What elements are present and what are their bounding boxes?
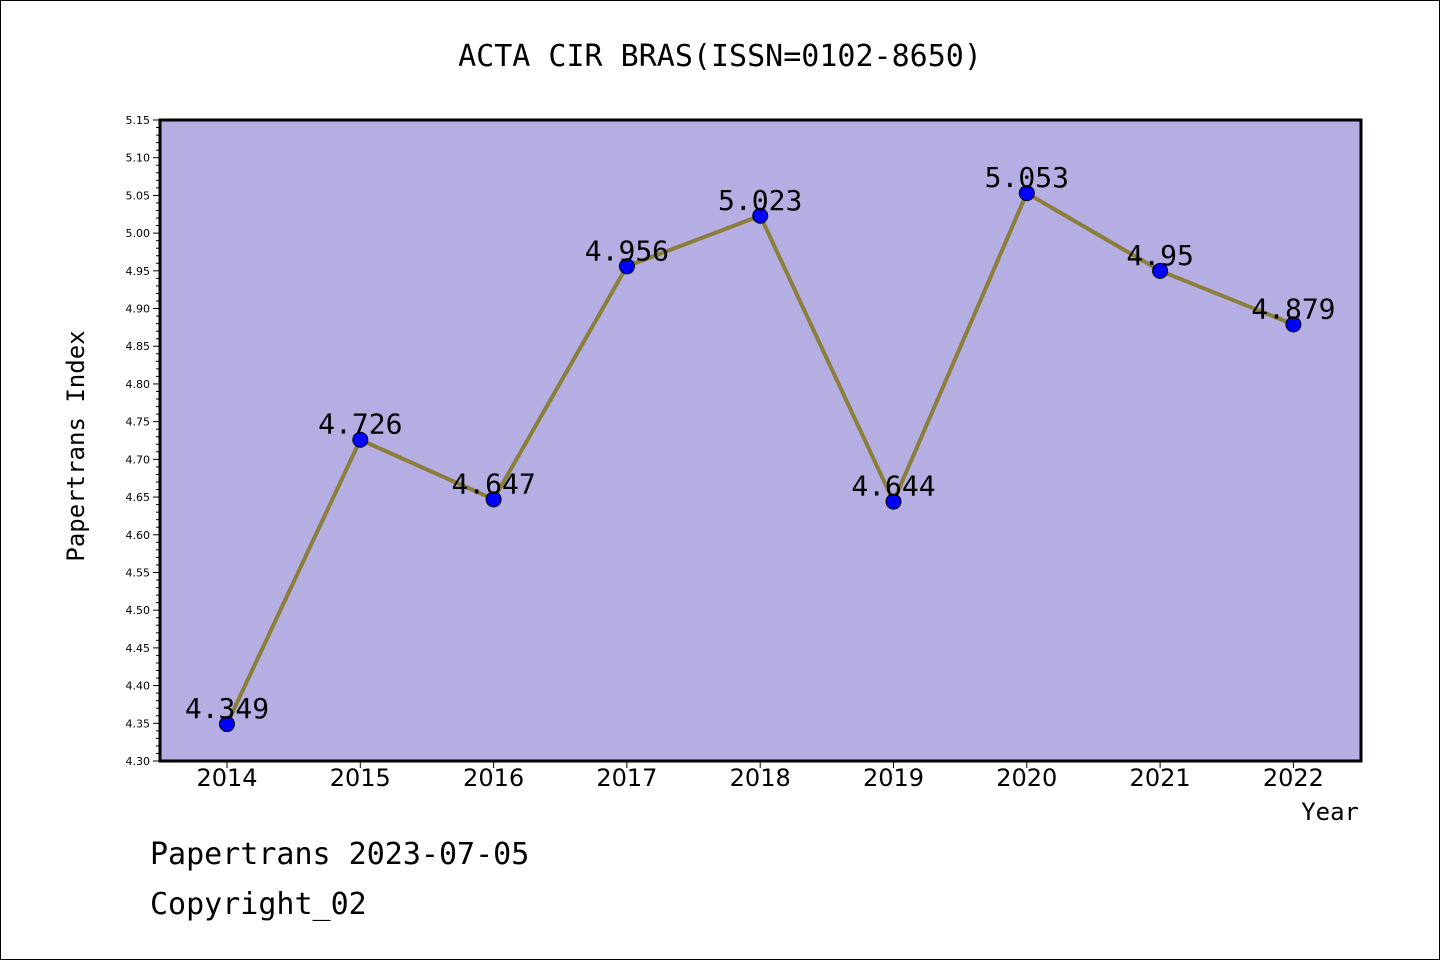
data-point	[219, 716, 235, 733]
y-tick-label: 4.60	[126, 529, 151, 542]
y-tick-label: 5.10	[126, 152, 151, 165]
data-point	[1285, 316, 1302, 333]
chart-title: ACTA CIR BRAS(ISSN=0102-8650)	[458, 39, 982, 74]
y-tick-label: 4.50	[126, 604, 151, 617]
x-tick-label: 2016	[463, 764, 524, 792]
y-axis-ticks: 4.30 4.35 4.40 4.45 4.50 4.55 4.60 4.65 4.70 4.75…	[126, 114, 160, 768]
x-tick-label: 2018	[730, 764, 791, 792]
x-tick-label: 2021	[1130, 764, 1191, 792]
data-label: 4.95	[1126, 239, 1193, 272]
data-label: 4.349	[185, 692, 269, 725]
data-labels: 4.349 4.726 4.647 4.956 5.023 4.644 5.053 4.95 4…	[185, 161, 1336, 725]
data-label: 4.726	[318, 408, 402, 441]
x-axis-label: Year	[1301, 798, 1359, 826]
x-tick-label: 2015	[330, 764, 391, 792]
y-tick-label: 4.45	[126, 642, 151, 655]
y-tick-label: 4.55	[126, 566, 151, 579]
y-tick-label: 4.65	[126, 491, 151, 504]
x-tick-label: 2020	[996, 764, 1057, 792]
data-label: 4.956	[585, 234, 669, 267]
data-point	[885, 493, 902, 510]
data-label: 5.053	[985, 161, 1069, 194]
y-tick-label: 4.70	[126, 453, 151, 466]
footer-date-text: Papertrans 2023-07-05	[150, 837, 529, 872]
x-axis-ticks: 2014 2015 2016 2017 2018 2019 2020 2021 2022	[196, 761, 1324, 792]
data-markers	[219, 185, 1302, 733]
data-label: 5.023	[718, 184, 802, 217]
footer-copyright-text: Copyright_02	[150, 887, 367, 922]
x-tick-label: 2017	[596, 764, 657, 792]
data-point	[1018, 185, 1035, 202]
x-tick-label: 2019	[863, 764, 924, 792]
y-tick-label: 4.95	[126, 265, 151, 278]
y-tick-label: 5.15	[126, 114, 151, 127]
y-tick-label: 5.00	[126, 227, 151, 240]
data-label: 4.647	[451, 467, 535, 500]
data-point	[752, 207, 769, 224]
x-tick-label: 2014	[196, 764, 257, 792]
data-point	[352, 431, 369, 448]
data-point	[485, 491, 502, 508]
data-point	[618, 258, 635, 275]
data-label: 4.879	[1251, 292, 1335, 325]
y-tick-label: 4.80	[126, 378, 151, 391]
x-tick-label: 2022	[1263, 764, 1324, 792]
y-axis-label: Papertrans Index	[62, 330, 90, 561]
data-label: 4.644	[851, 470, 935, 503]
y-tick-label: 4.30	[126, 755, 151, 768]
y-tick-label: 4.90	[126, 303, 151, 316]
y-tick-label: 4.85	[126, 340, 151, 353]
y-tick-label: 5.05	[126, 189, 151, 202]
data-point	[1152, 262, 1169, 279]
y-tick-label: 4.75	[126, 416, 151, 429]
y-tick-label: 4.35	[126, 717, 151, 730]
y-tick-label: 4.40	[126, 680, 151, 693]
